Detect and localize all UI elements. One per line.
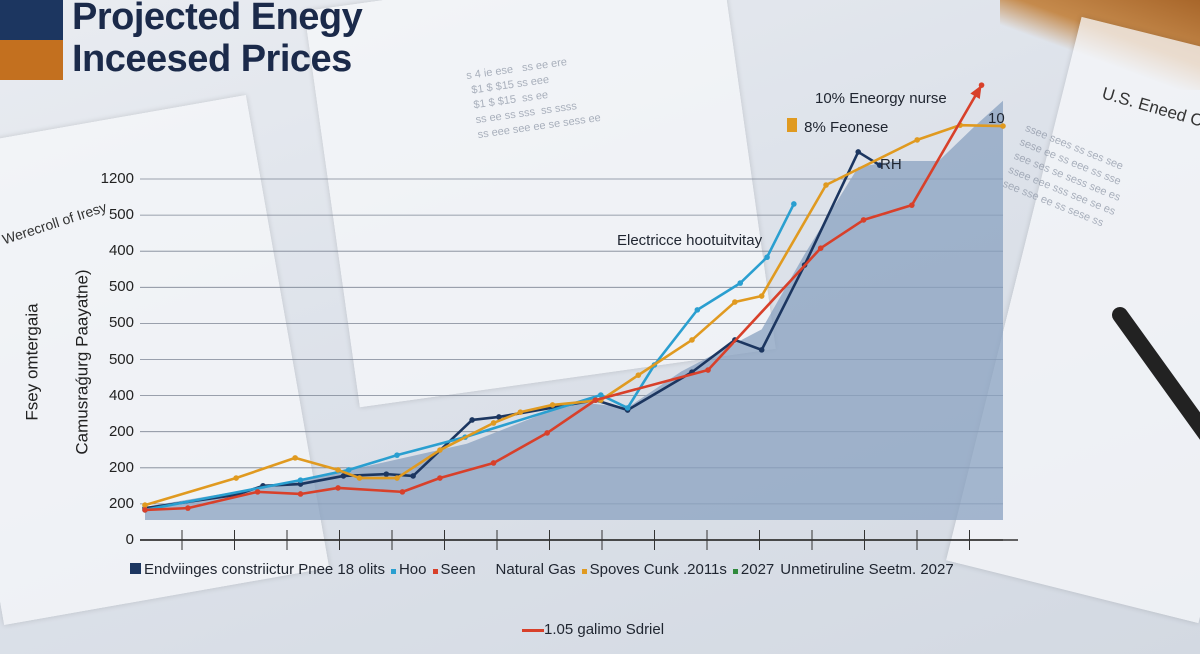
data-point: [592, 397, 599, 403]
data-point: [399, 489, 406, 495]
bottom-legend: 1.05 galimo Sdriel: [522, 621, 664, 638]
legend-item: Natural Gas: [495, 561, 576, 578]
data-point: [297, 491, 304, 497]
y-tick-label: 400: [108, 386, 134, 404]
legend: Endviinges constriictur Pnee 18 olits Ho…: [130, 561, 954, 578]
data-point: [335, 467, 341, 473]
data-point: [345, 467, 352, 473]
data-point: [517, 409, 524, 415]
legend-item: Hoo: [390, 561, 427, 578]
data-point: [758, 347, 765, 353]
data-point: [297, 481, 304, 487]
annotation-fee-text: 8% Feonese: [804, 119, 889, 136]
data-point: [496, 414, 502, 420]
annotation-electricity: Electricce hootuitvitay: [617, 232, 763, 249]
data-point: [490, 420, 497, 426]
data-point: [410, 473, 416, 479]
data-point: [909, 202, 915, 208]
data-point: [914, 137, 920, 143]
data-point: [823, 182, 829, 188]
data-point: [876, 162, 883, 168]
data-point: [383, 471, 390, 477]
data-point: [292, 455, 298, 461]
data-point: [737, 280, 744, 286]
data-point: [549, 402, 556, 408]
arrow-head-icon: [970, 85, 982, 100]
data-point: [142, 502, 148, 508]
data-point: [340, 473, 347, 479]
annotation-energy-increase: 10% Eneorgy nurse: [815, 90, 947, 107]
legend-item: Endviinges constriictur Pnee 18 olits: [130, 561, 385, 578]
title-line-2: Inceesed Prices: [72, 38, 352, 80]
legend-item: Spoves Cunk .2011s: [581, 561, 727, 578]
y-tick-label: 0: [125, 531, 134, 548]
data-point: [233, 475, 239, 481]
data-point: [297, 477, 304, 483]
data-point: [689, 337, 695, 343]
y-tick-label: 500: [108, 314, 134, 332]
data-point: [185, 505, 191, 511]
y-tick-label: 500: [108, 350, 134, 368]
data-point: [732, 299, 738, 305]
data-point: [394, 452, 400, 458]
data-point: [1000, 123, 1006, 129]
data-point: [335, 485, 341, 491]
page-title: Projected Enegy Inceesed Prices: [72, 0, 363, 80]
y-tick-label: 200: [108, 494, 134, 512]
y-tick-label: 400: [108, 242, 134, 260]
annotation-rh: RH: [880, 156, 902, 173]
data-point: [598, 392, 604, 398]
legend-item: 2027: [732, 561, 774, 578]
data-point: [394, 475, 400, 481]
data-point: [437, 475, 443, 481]
y-tick-label: 200: [108, 422, 134, 440]
y-tick-label: 500: [108, 206, 134, 224]
data-point: [791, 201, 797, 207]
logo: [0, 0, 63, 80]
data-point: [490, 460, 497, 466]
data-point: [764, 254, 770, 261]
annotation-fee-increase: 8% Feonese: [787, 118, 888, 136]
area-fill: [145, 100, 1003, 521]
data-point: [624, 405, 631, 411]
legend-item: Unmetiruline Seetm. 2027: [780, 561, 954, 578]
data-point: [437, 447, 443, 453]
legend-item: Seen: [432, 561, 476, 578]
data-point: [254, 489, 261, 495]
data-point: [544, 430, 550, 436]
y-tick-label: 1200: [100, 170, 134, 187]
annotation-end-label: 10: [988, 110, 1005, 127]
red-line-swatch-icon: [522, 628, 544, 632]
data-point: [356, 475, 363, 481]
pen-icon: [1112, 307, 1200, 440]
data-point: [758, 293, 765, 299]
data-point: [860, 217, 867, 223]
data-point: [855, 149, 862, 155]
data-point: [694, 307, 701, 313]
data-point: [469, 417, 475, 423]
orange-swatch-icon: [787, 118, 797, 132]
y-tick-label: 500: [108, 278, 134, 296]
y-tick-label: 200: [108, 458, 134, 476]
title-line-1: Projected Enegy: [72, 0, 363, 38]
data-point: [142, 507, 148, 513]
data-point: [635, 372, 642, 378]
data-point: [705, 367, 711, 373]
data-point: [817, 245, 824, 251]
